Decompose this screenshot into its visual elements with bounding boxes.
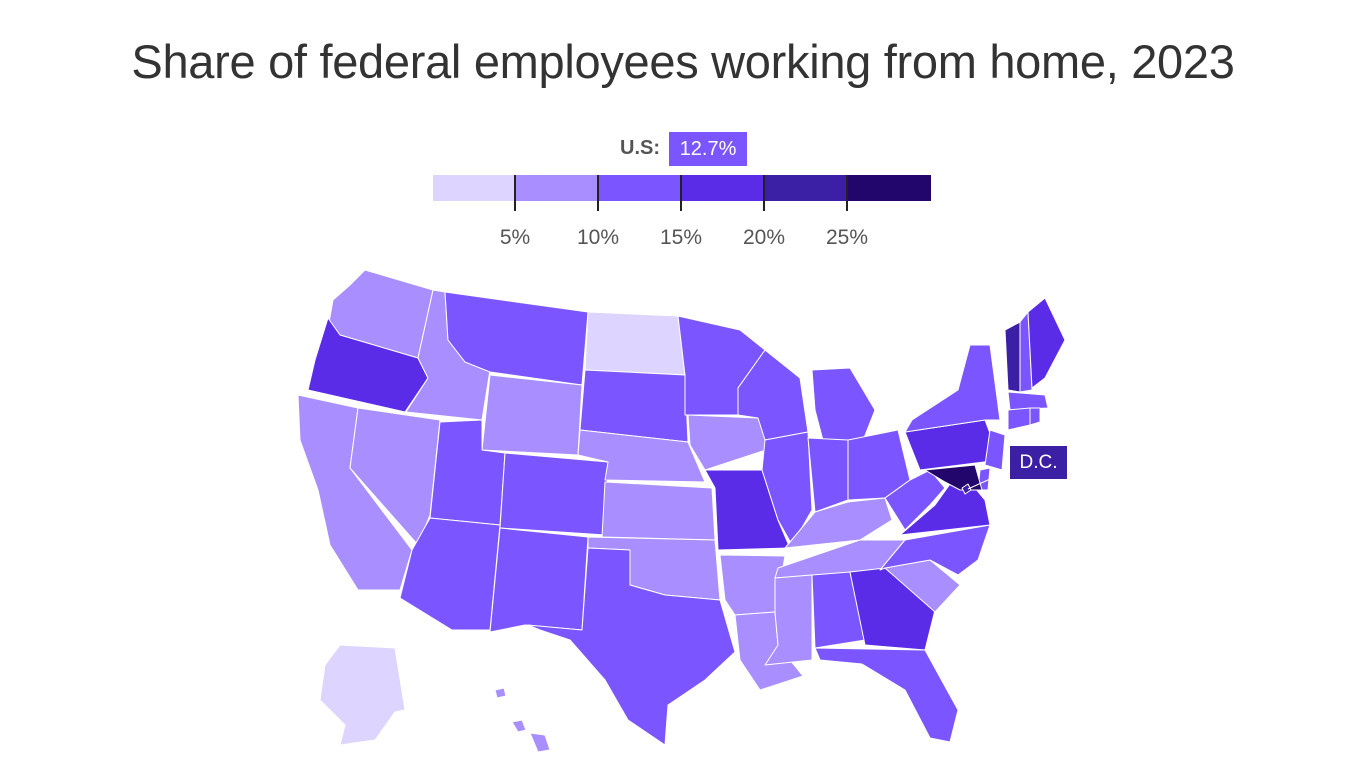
national-average-badge: 12.7%: [669, 132, 747, 166]
legend-tick: [597, 175, 599, 211]
state-nj: [984, 429, 1006, 471]
legend-tick-label: 15%: [659, 226, 703, 249]
state-vt: [1004, 321, 1021, 393]
state-me: [1027, 297, 1066, 389]
legend-tick: [846, 175, 848, 211]
state-nm: [489, 527, 589, 633]
state-ny: [904, 344, 1001, 433]
state-ct: [1007, 407, 1031, 431]
legend-bin: [847, 175, 931, 201]
state-ne: [577, 429, 706, 483]
state-tx: [527, 547, 736, 746]
state-ak: [319, 644, 406, 746]
state-ia: [687, 414, 773, 471]
legend-tick: [514, 175, 516, 211]
legend-bin: [433, 175, 515, 201]
legend-bin: [515, 175, 598, 201]
state-wy: [481, 374, 583, 456]
state-nc: [879, 524, 991, 576]
legend-color-scale: [433, 175, 931, 211]
state-ks: [601, 481, 716, 541]
legend-bin: [598, 175, 681, 201]
state-dc: [961, 483, 972, 495]
state-ma: [1007, 391, 1049, 411]
national-average-label: U.S:: [620, 137, 660, 159]
legend-tick-label: 10%: [576, 226, 620, 249]
state-hi: [494, 687, 551, 753]
state-co: [499, 452, 609, 536]
state-nd: [584, 311, 686, 376]
state-wv: [884, 469, 946, 531]
legend-bin: [764, 175, 847, 201]
state-ga: [849, 567, 936, 651]
state-ri: [1029, 407, 1041, 426]
state-in: [807, 437, 849, 513]
state-sd: [579, 369, 689, 443]
dc-leader-line: [967, 469, 1011, 490]
legend-tick-label: 20%: [742, 226, 786, 249]
legend-tick: [763, 175, 765, 211]
dc-callout: D.C.: [1010, 446, 1067, 479]
legend-tick: [680, 175, 682, 211]
chart-title: Share of federal employees working from …: [131, 35, 1235, 88]
legend-tick-label: 25%: [825, 226, 869, 249]
state-fl: [814, 647, 959, 743]
legend-tick-label: 5%: [499, 226, 531, 249]
legend-bin: [681, 175, 764, 201]
